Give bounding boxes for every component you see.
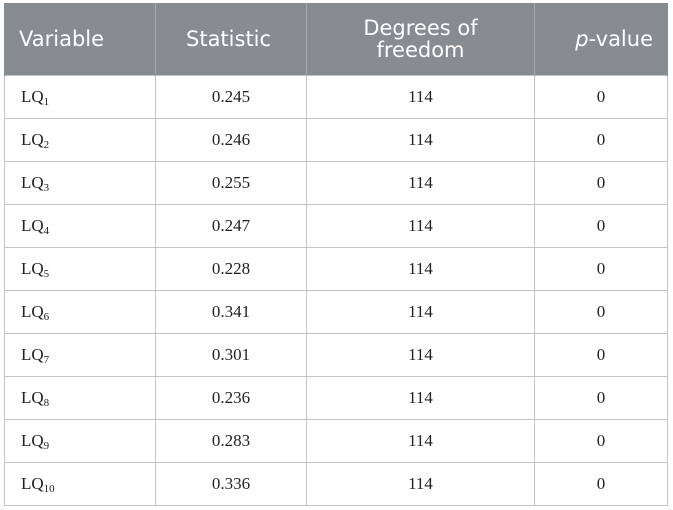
header-df-line2: freedom — [376, 38, 465, 62]
cell-variable: LQ10 — [4, 462, 156, 506]
variable-name: LQ — [21, 474, 44, 493]
cell-variable: LQ2 — [4, 118, 156, 162]
cell-p-value: 0 — [534, 333, 668, 377]
variable-name: LQ — [21, 345, 44, 364]
variable-subscript: 5 — [43, 268, 50, 280]
cell-statistic: 0.247 — [155, 204, 307, 248]
table-row: LQ3 0.255 114 0 — [4, 161, 668, 205]
header-statistic: Statistic — [155, 3, 307, 76]
cell-statistic: 0.336 — [155, 462, 307, 506]
cell-degrees-of-freedom: 114 — [306, 290, 535, 334]
variable-subscript: 7 — [43, 354, 50, 366]
cell-variable: LQ6 — [4, 290, 156, 334]
variable-subscript: 10 — [43, 483, 55, 495]
header-p-italic: p — [575, 27, 589, 51]
cell-degrees-of-freedom: 114 — [306, 75, 535, 119]
results-table: Variable Statistic Degrees of freedom p-… — [4, 3, 668, 506]
variable-subscript: 6 — [43, 311, 50, 323]
cell-degrees-of-freedom: 114 — [306, 462, 535, 506]
header-df-line1: Degrees of — [363, 16, 478, 40]
variable-subscript: 2 — [43, 139, 50, 151]
table-row: LQ8 0.236 114 0 — [4, 376, 668, 420]
cell-variable: LQ9 — [4, 419, 156, 463]
cell-degrees-of-freedom: 114 — [306, 419, 535, 463]
header-row: Variable Statistic Degrees of freedom p-… — [4, 3, 668, 76]
variable-subscript: 3 — [43, 182, 50, 194]
variable-subscript: 4 — [43, 225, 50, 237]
cell-variable: LQ3 — [4, 161, 156, 205]
cell-p-value: 0 — [534, 118, 668, 162]
cell-p-value: 0 — [534, 419, 668, 463]
cell-variable: LQ5 — [4, 247, 156, 291]
table-body: LQ1 0.245 114 0 LQ2 0.246 114 0 LQ3 0.255 114 0 LQ4 0… — [4, 75, 668, 506]
cell-statistic: 0.246 — [155, 118, 307, 162]
header-variable: Variable — [4, 3, 156, 76]
cell-variable: LQ7 — [4, 333, 156, 377]
table-row: LQ9 0.283 114 0 — [4, 419, 668, 463]
table-row: LQ10 0.336 114 0 — [4, 462, 668, 506]
table-header: Variable Statistic Degrees of freedom p-… — [4, 3, 668, 76]
cell-degrees-of-freedom: 114 — [306, 333, 535, 377]
table-row: LQ2 0.246 114 0 — [4, 118, 668, 162]
variable-subscript: 1 — [43, 96, 50, 108]
header-p-value: p-value — [534, 3, 668, 76]
cell-degrees-of-freedom: 114 — [306, 204, 535, 248]
cell-p-value: 0 — [534, 161, 668, 205]
cell-degrees-of-freedom: 114 — [306, 247, 535, 291]
cell-degrees-of-freedom: 114 — [306, 118, 535, 162]
cell-p-value: 0 — [534, 204, 668, 248]
cell-statistic: 0.255 — [155, 161, 307, 205]
variable-name: LQ — [21, 259, 44, 278]
variable-name: LQ — [21, 173, 44, 192]
variable-name: LQ — [21, 130, 44, 149]
cell-statistic: 0.236 — [155, 376, 307, 420]
header-p-rest: -value — [588, 27, 653, 51]
table-row: LQ6 0.341 114 0 — [4, 290, 668, 334]
cell-statistic: 0.228 — [155, 247, 307, 291]
table-row: LQ1 0.245 114 0 — [4, 75, 668, 119]
variable-subscript: 9 — [43, 440, 50, 452]
table-row: LQ4 0.247 114 0 — [4, 204, 668, 248]
cell-p-value: 0 — [534, 247, 668, 291]
cell-statistic: 0.341 — [155, 290, 307, 334]
variable-name: LQ — [21, 87, 44, 106]
cell-statistic: 0.301 — [155, 333, 307, 377]
table-row: LQ7 0.301 114 0 — [4, 333, 668, 377]
cell-p-value: 0 — [534, 75, 668, 119]
table-row: LQ5 0.228 114 0 — [4, 247, 668, 291]
cell-degrees-of-freedom: 114 — [306, 161, 535, 205]
cell-variable: LQ1 — [4, 75, 156, 119]
variable-subscript: 8 — [43, 397, 50, 409]
cell-variable: LQ4 — [4, 204, 156, 248]
cell-p-value: 0 — [534, 290, 668, 334]
cell-degrees-of-freedom: 114 — [306, 376, 535, 420]
cell-statistic: 0.245 — [155, 75, 307, 119]
variable-name: LQ — [21, 216, 44, 235]
cell-variable: LQ8 — [4, 376, 156, 420]
variable-name: LQ — [21, 388, 44, 407]
cell-p-value: 0 — [534, 462, 668, 506]
header-degrees-of-freedom: Degrees of freedom — [306, 3, 535, 76]
variable-name: LQ — [21, 302, 44, 321]
cell-p-value: 0 — [534, 376, 668, 420]
variable-name: LQ — [21, 431, 44, 450]
cell-statistic: 0.283 — [155, 419, 307, 463]
